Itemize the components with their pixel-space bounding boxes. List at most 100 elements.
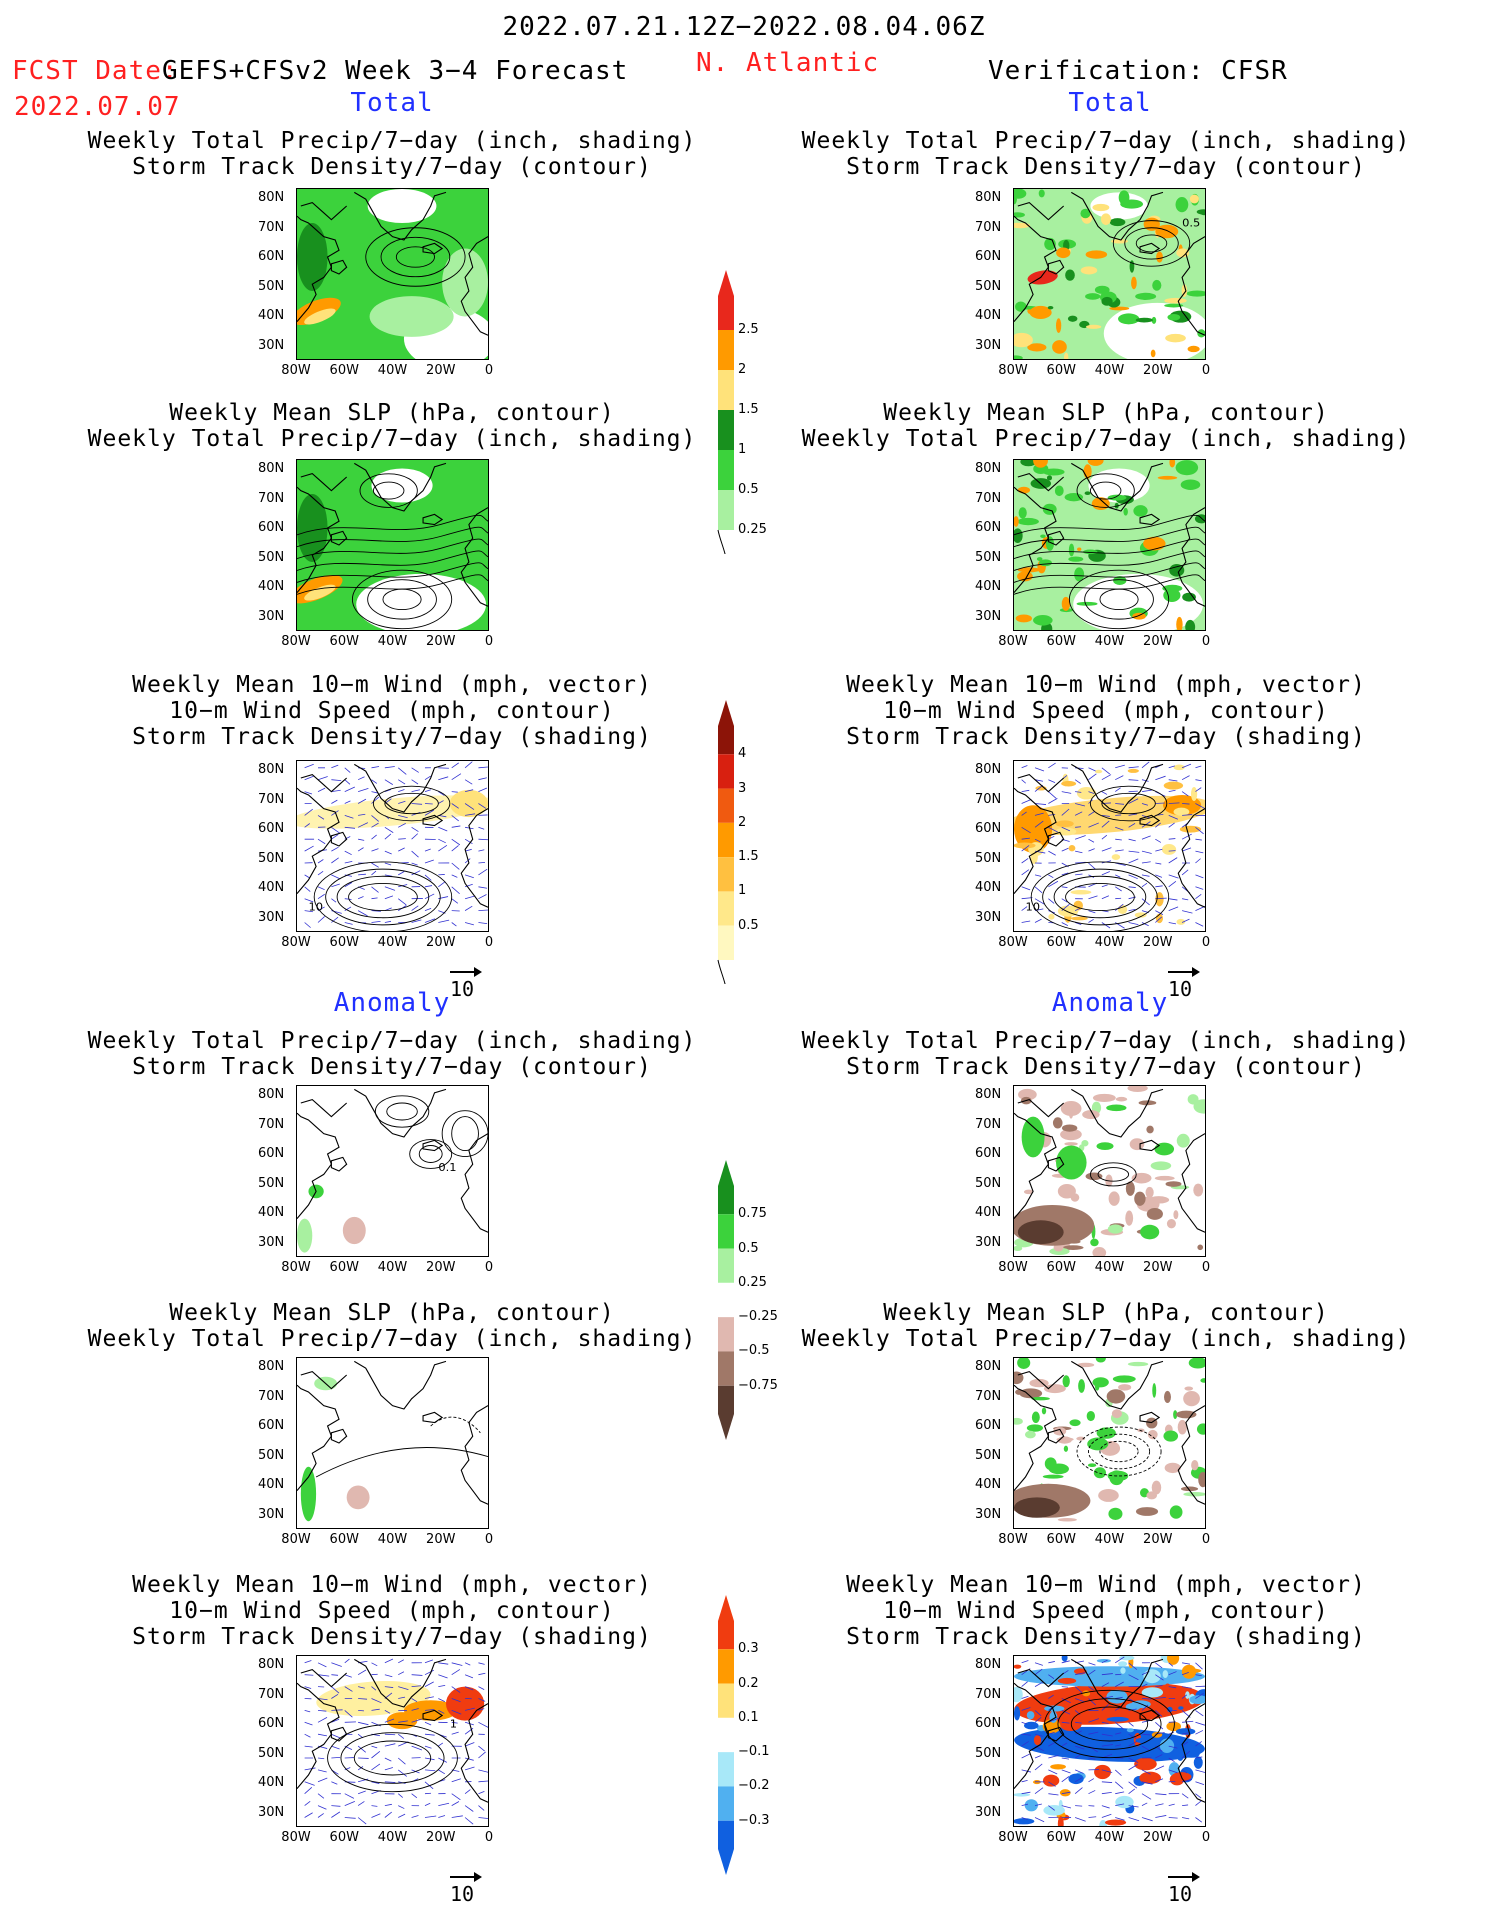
- colorbar-label: 3: [738, 780, 747, 796]
- vector-reference-value: 10: [1168, 977, 1193, 1001]
- lon-tick-label: 40W: [1094, 935, 1125, 950]
- lon-tick-label: 60W: [1046, 935, 1076, 950]
- lon-tick-label: 60W: [329, 935, 359, 950]
- lon-tick-label: 40W: [377, 1260, 408, 1275]
- svg-text:0.1: 0.1: [438, 1162, 456, 1174]
- reference-arrow-icon: [1168, 967, 1200, 977]
- reference-arrow-icon: [450, 1872, 482, 1882]
- lat-tick-label: 80N: [258, 1359, 285, 1374]
- map-panel: [1013, 1085, 1206, 1257]
- lon-tick-label: 40W: [1094, 1260, 1125, 1275]
- lat-tick-label: 30N: [975, 1506, 1002, 1522]
- lat-tick-label: 50N: [975, 278, 1002, 294]
- lat-tick-label: 40N: [975, 1477, 1002, 1492]
- panel-title-line: Storm Track Density/7−day (contour): [846, 154, 1366, 180]
- lon-tick-label: 20W: [1143, 1830, 1173, 1845]
- lon-tick-label: 80W: [998, 1532, 1028, 1547]
- panel-title-line: Weekly Mean SLP (hPa, contour): [169, 1300, 615, 1326]
- panel-title-line: Storm Track Density/7−day (contour): [132, 154, 652, 180]
- lon-tick-label: 80W: [281, 935, 311, 950]
- lat-tick-label: 40N: [975, 579, 1002, 594]
- lat-tick-label: 70N: [975, 490, 1002, 506]
- vector-reference: 10: [450, 967, 482, 1001]
- lon-tick-label: 60W: [1046, 363, 1076, 378]
- lat-tick-label: 60N: [258, 1418, 285, 1433]
- lon-tick-label: 0: [1201, 634, 1211, 649]
- lat-tick-label: 40N: [258, 1775, 285, 1790]
- lon-tick-label: 0: [484, 935, 494, 950]
- lon-tick-label: 80W: [281, 1830, 311, 1845]
- lon-tick-label: 0: [1201, 1532, 1211, 1547]
- map-panel: 10: [296, 760, 489, 932]
- vector-reference-value: 10: [450, 1882, 475, 1906]
- map-panel: 10: [1013, 760, 1206, 932]
- lon-tick-label: 0: [484, 1532, 494, 1547]
- colorbar-label: 0.3: [738, 1641, 759, 1657]
- colorbar-label: 2.5: [738, 322, 759, 337]
- panel-title-line: 10−m Wind Speed (mph, contour): [883, 1598, 1329, 1624]
- lon-tick-label: 60W: [1046, 1260, 1076, 1275]
- panel-title-line: Weekly Total Precip/7−day (inch, shading…: [801, 1326, 1411, 1352]
- lat-tick-label: 70N: [975, 791, 1002, 807]
- lat-tick-label: 30N: [258, 1506, 285, 1522]
- lon-tick-label: 20W: [1143, 634, 1173, 649]
- colorbar-label: 1: [738, 442, 747, 457]
- lat-tick-label: 40N: [258, 579, 285, 594]
- colorbar-label: 4: [738, 746, 747, 762]
- lon-tick-label: 60W: [1046, 634, 1076, 649]
- colorbar-label: −0.75: [738, 1377, 778, 1393]
- lat-tick-label: 30N: [975, 608, 1002, 624]
- lat-tick-label: 70N: [258, 791, 285, 807]
- lat-tick-label: 50N: [258, 1447, 285, 1463]
- lon-tick-label: 60W: [329, 634, 359, 649]
- lon-tick-label: 60W: [329, 1260, 359, 1275]
- panel-title-line: Weekly Total Precip/7−day (inch, shading…: [87, 1028, 697, 1054]
- lon-tick-label: 0: [484, 634, 494, 649]
- lat-tick-label: 60N: [975, 1146, 1002, 1161]
- lat-tick-label: 50N: [258, 278, 285, 294]
- lon-tick-label: 0: [1201, 1260, 1211, 1275]
- lon-tick-label: 0: [484, 1830, 494, 1845]
- lat-tick-label: 40N: [258, 308, 285, 323]
- map-panel: [1013, 459, 1206, 631]
- lon-tick-label: 60W: [329, 1532, 359, 1547]
- period-title: 2022.07.21.12Z−2022.08.04.06Z: [502, 12, 986, 42]
- lon-tick-label: 60W: [1046, 1830, 1076, 1845]
- colorbar-label: −0.2: [738, 1778, 770, 1794]
- lat-tick-label: 70N: [258, 1388, 285, 1404]
- panel-title-line: Storm Track Density/7−day (shading): [132, 724, 652, 750]
- lat-tick-label: 80N: [975, 461, 1002, 476]
- lon-tick-label: 40W: [377, 363, 408, 378]
- lat-tick-label: 70N: [258, 219, 285, 235]
- colorbar-label: 0.75: [738, 1206, 767, 1222]
- lat-tick-label: 60N: [258, 821, 285, 836]
- colorbar-label: 1.5: [738, 849, 759, 865]
- lon-tick-label: 40W: [1094, 1532, 1125, 1547]
- lon-tick-label: 80W: [998, 935, 1028, 950]
- lat-tick-label: 30N: [258, 1804, 285, 1820]
- lon-tick-label: 40W: [377, 1532, 408, 1547]
- lat-tick-label: 50N: [975, 1447, 1002, 1463]
- panel-title-line: Storm Track Density/7−day (shading): [846, 1624, 1366, 1650]
- lat-tick-label: 30N: [258, 608, 285, 624]
- lat-tick-label: 50N: [975, 1745, 1002, 1761]
- colorbar-label: −0.3: [738, 1812, 770, 1828]
- colorbar-label: 0.2: [738, 1675, 759, 1691]
- vector-reference-value: 10: [1168, 1882, 1193, 1906]
- lat-tick-label: 60N: [975, 821, 1002, 836]
- colorbar-label: 2: [738, 814, 747, 830]
- map-panel: [296, 188, 489, 360]
- lat-tick-label: 80N: [975, 1359, 1002, 1374]
- lat-tick-label: 60N: [258, 520, 285, 535]
- panel-title-line: Weekly Mean SLP (hPa, contour): [883, 1300, 1329, 1326]
- panel-title-line: Weekly Mean SLP (hPa, contour): [169, 400, 615, 426]
- panel-title-line: 10−m Wind Speed (mph, contour): [883, 698, 1329, 724]
- map-panel: 1: [296, 1655, 489, 1827]
- svg-text:10: 10: [308, 901, 323, 913]
- colorbar-label: 2: [738, 362, 747, 377]
- map-panel: [1013, 1357, 1206, 1529]
- lat-tick-label: 70N: [975, 1116, 1002, 1132]
- panel-title-line: Weekly Mean 10−m Wind (mph, vector): [846, 1572, 1366, 1598]
- lat-tick-label: 80N: [975, 1087, 1002, 1102]
- colorbar-label: 0.5: [738, 482, 759, 497]
